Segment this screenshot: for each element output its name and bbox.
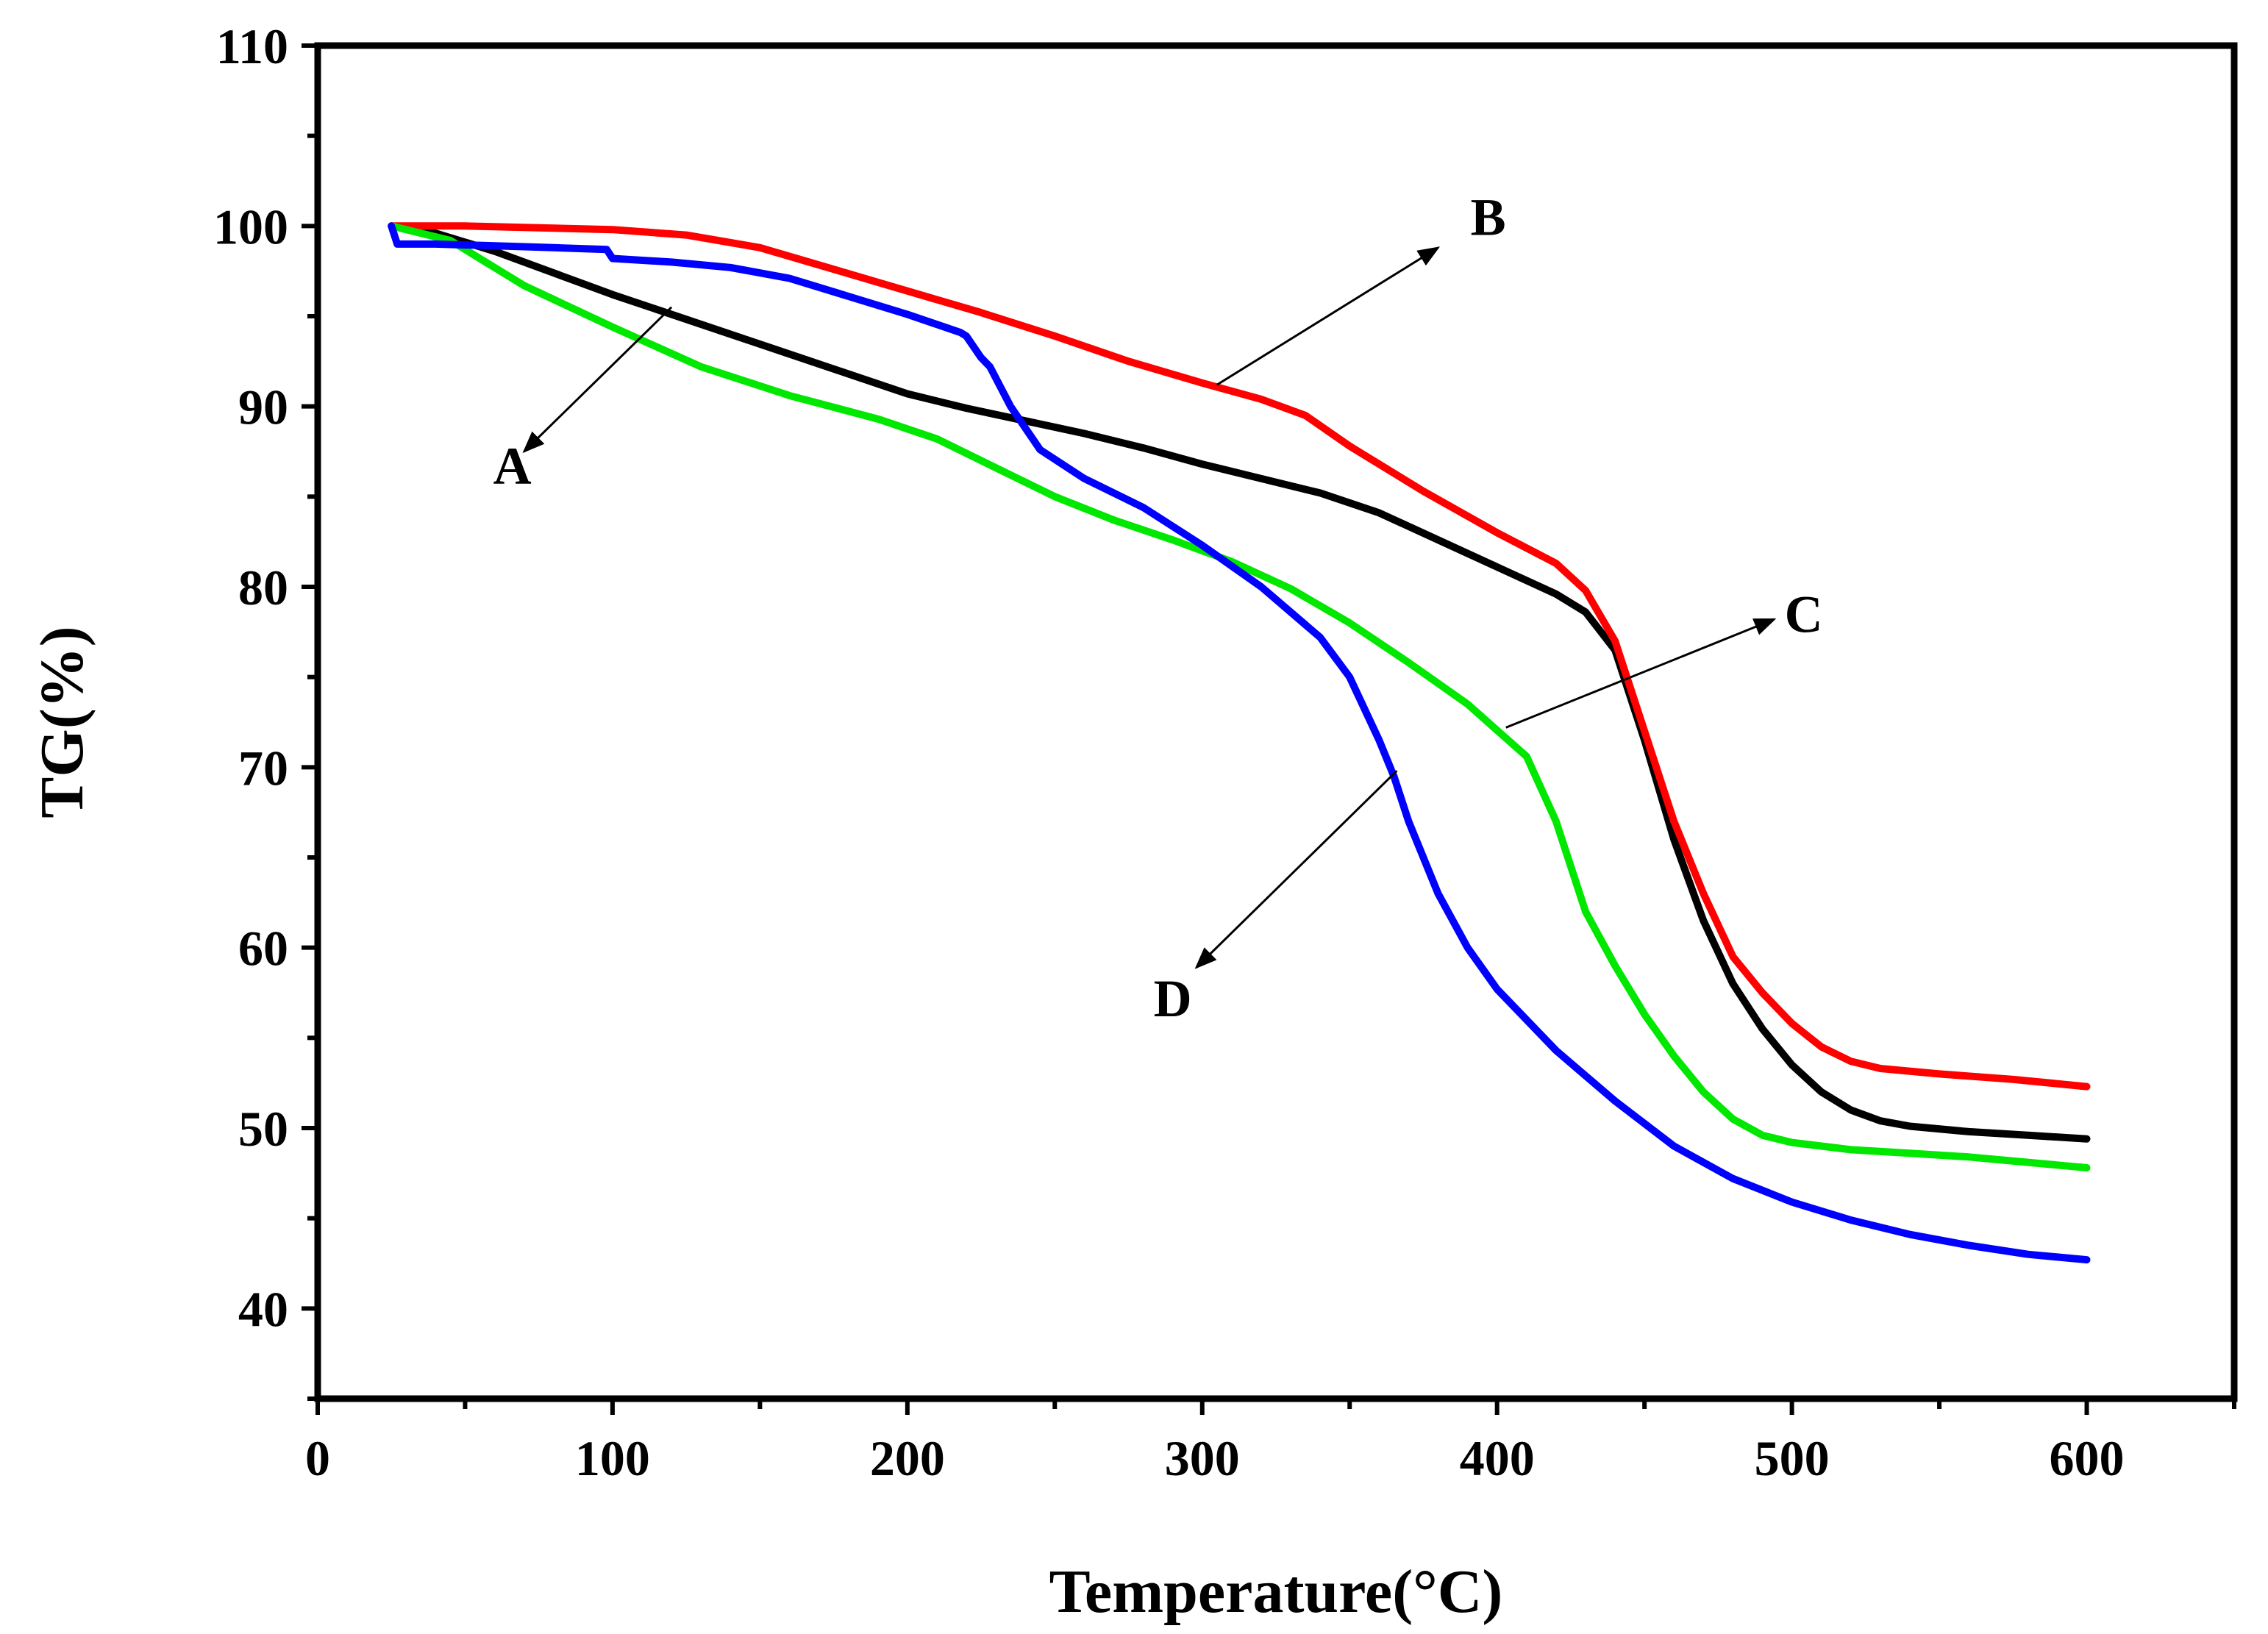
- x-tick-label: 400: [1460, 1430, 1535, 1486]
- x-tick-label: 0: [305, 1430, 330, 1486]
- tg-curves: [388, 222, 2091, 1264]
- annotation-arrow-B: [1216, 246, 1441, 386]
- annotation-arrow-A: [522, 306, 673, 454]
- annotation-label-C: C: [1785, 585, 1823, 643]
- x-tick-label: 100: [575, 1430, 650, 1486]
- series-D-line: [388, 222, 2091, 1264]
- series-A-line: [388, 222, 2091, 1143]
- series-B-line: [388, 222, 2091, 1091]
- y-tick-label: 70: [238, 740, 288, 796]
- x-tick-label: 600: [2050, 1430, 2125, 1486]
- y-tick-label: 80: [238, 560, 288, 616]
- axis-tick-labels: 0 100 200 300 400 500 600 40 50 60 70 80 90 100 110: [213, 18, 2125, 1486]
- x-tick-label: 500: [1755, 1430, 1830, 1486]
- y-tick-label: 90: [238, 379, 288, 435]
- y-tick-label: 100: [213, 199, 288, 254]
- y-axis-title: TG(%): [28, 626, 96, 818]
- annotation-label-D: D: [1154, 969, 1192, 1028]
- y-tick-label: 50: [238, 1101, 288, 1157]
- y-tick-label: 110: [216, 18, 288, 74]
- x-axis-title: Temperature(°C): [1049, 1558, 1503, 1626]
- annotation-arrow-C: [1505, 618, 1777, 729]
- x-tick-label: 200: [870, 1430, 945, 1486]
- y-tick-label: 60: [238, 921, 288, 977]
- x-tick-label: 300: [1165, 1430, 1240, 1486]
- annotation-arrow-D: [1194, 770, 1398, 969]
- series-C-line: [388, 222, 2091, 1171]
- y-tick-label: 40: [238, 1281, 288, 1337]
- annotation-label-A: A: [493, 437, 532, 496]
- annotation-label-B: B: [1471, 188, 1506, 247]
- curve-annotations: A B C D: [493, 188, 1823, 1028]
- plot-frame: [314, 42, 2238, 1402]
